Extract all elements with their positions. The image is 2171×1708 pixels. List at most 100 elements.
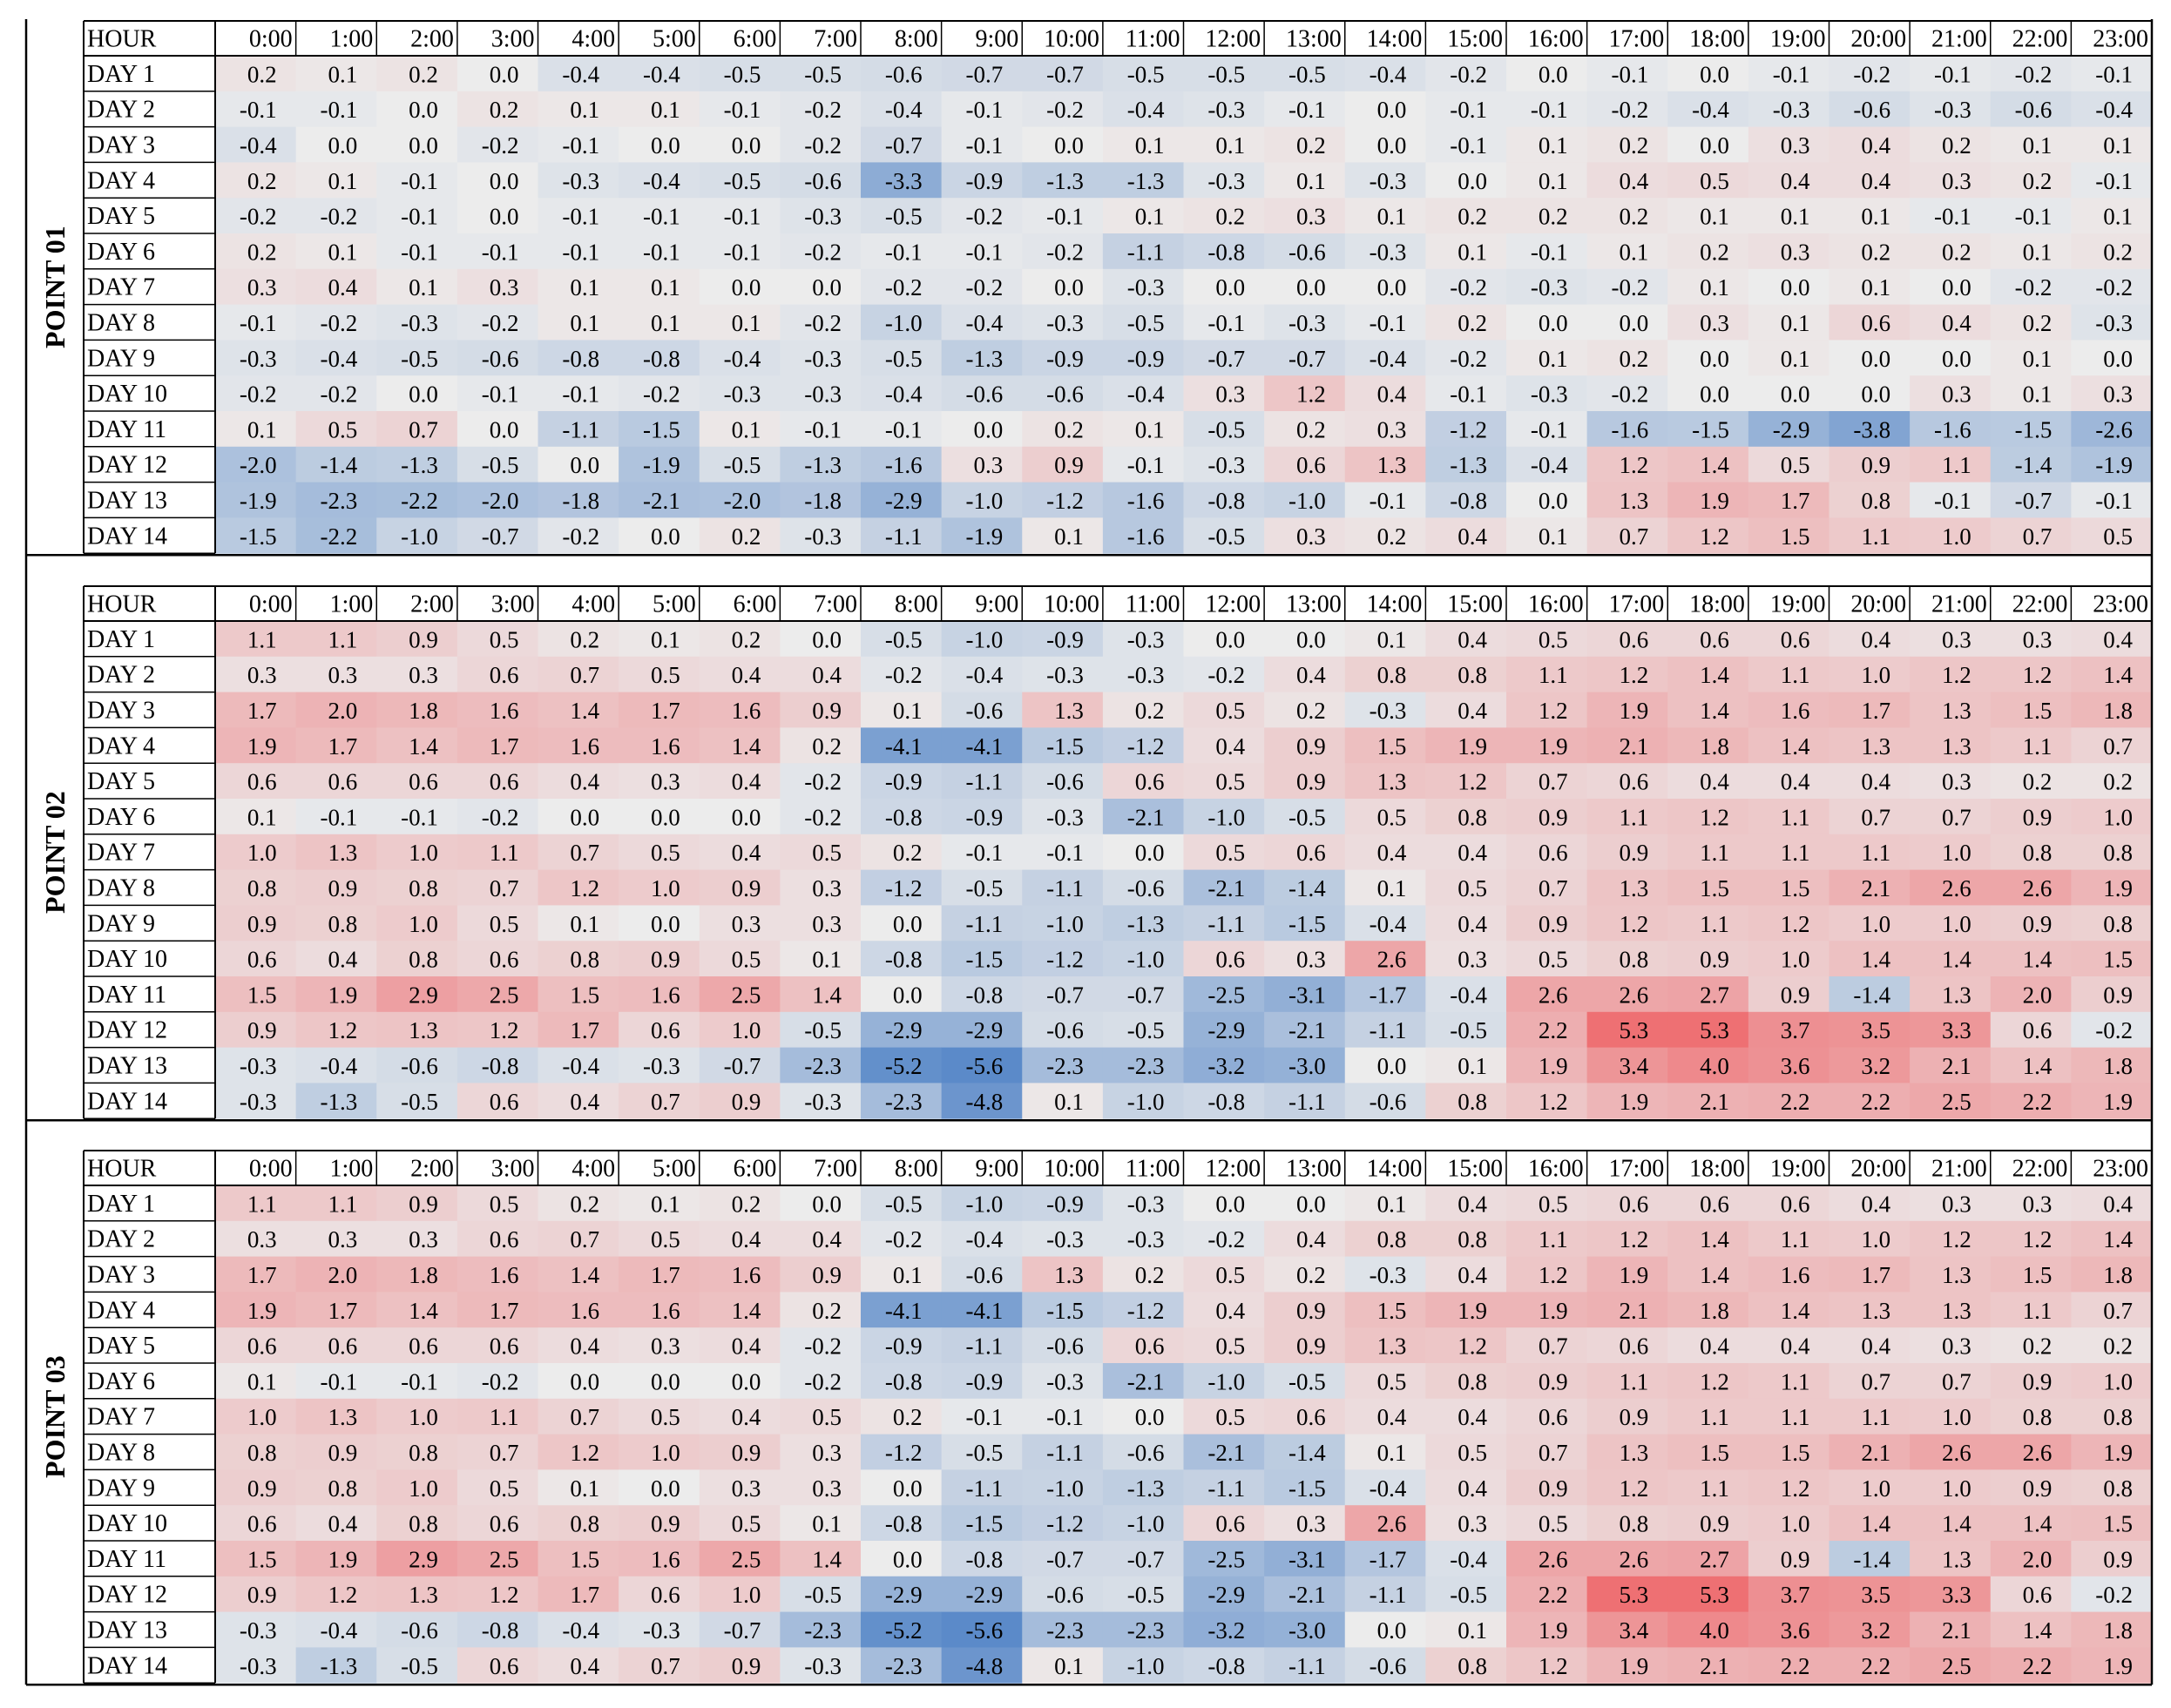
cell-value: 0.1 (651, 97, 680, 123)
hour-label: 15:00 (1447, 26, 1503, 53)
cell-value: 0.1 (247, 1368, 277, 1394)
cell-value: -0.5 (966, 875, 1004, 901)
cell-value: 1.1 (2023, 1298, 2053, 1324)
cell-value: 0.2 (893, 840, 923, 866)
cell-value: 0.1 (1135, 132, 1165, 159)
heatmap-cell (619, 126, 700, 163)
heatmap-cell (215, 1505, 297, 1542)
cell-value: -0.1 (966, 1404, 1004, 1430)
heatmap-cell (619, 1576, 700, 1613)
cell-value: 1.4 (1861, 1511, 1890, 1537)
heatmap-cell (1667, 198, 1749, 234)
cell-value: 1.9 (1539, 733, 1568, 759)
heatmap-cell (1748, 656, 1829, 693)
heatmap-cell (1264, 1292, 1346, 1328)
heatmap-cell (941, 1292, 1023, 1328)
cell-value: 0.4 (1700, 1333, 1729, 1360)
heatmap-cell (1264, 446, 1346, 483)
cell-value: 1.7 (1861, 1262, 1890, 1288)
heatmap-cell (1990, 763, 2072, 800)
heatmap-cell (1829, 340, 1911, 376)
cell-value: 0.0 (1700, 346, 1729, 372)
cell-value: 0.5 (490, 1475, 519, 1502)
cell-value: 1.1 (1861, 523, 1890, 550)
heatmap-cell (457, 446, 538, 483)
cell-value: -0.7 (1046, 982, 1084, 1008)
heatmap-cell (1910, 1505, 1992, 1542)
cell-value: 0.0 (1054, 274, 1084, 300)
heatmap-cell (1344, 1398, 1426, 1435)
hour-label: 5:00 (653, 1156, 696, 1183)
heatmap-cell (1829, 1541, 1911, 1577)
cell-value: -5.2 (885, 1053, 923, 1079)
cell-value: -0.2 (482, 310, 519, 336)
heatmap-cell (1586, 482, 1668, 518)
cell-value: 0.2 (1620, 204, 1649, 230)
cell-value: -1.0 (401, 523, 438, 550)
cell-value: 0.2 (1942, 239, 1971, 265)
cell-value: 0.9 (1620, 840, 1649, 866)
heatmap-cell (1344, 1576, 1426, 1613)
cell-value: 0.1 (893, 1262, 923, 1288)
cell-value: -0.6 (1853, 97, 1890, 123)
cell-value: 0.6 (2023, 1017, 2053, 1043)
cell-value: 0.9 (1781, 1546, 1810, 1572)
heatmap-cell (376, 126, 458, 163)
heatmap-cell (1748, 56, 1829, 92)
cell-value: -0.3 (1370, 698, 1407, 724)
heatmap-cell (1425, 1647, 1507, 1684)
hour-label: 23:00 (2093, 1156, 2148, 1183)
cell-value: 0.5 (651, 1404, 680, 1430)
cell-value: 1.7 (651, 1262, 680, 1288)
heatmap-cell (1748, 268, 1829, 306)
cell-value: 1.0 (409, 1404, 438, 1430)
hour-label: 23:00 (2093, 26, 2148, 53)
cell-value: -1.5 (2015, 416, 2053, 442)
heatmap-cell (941, 1647, 1023, 1684)
hour-label: 4:00 (571, 591, 615, 618)
heatmap-cell (941, 834, 1023, 871)
cell-value: -2.1 (643, 488, 680, 514)
heatmap-cell (1264, 869, 1346, 906)
cell-value: 1.1 (1700, 1404, 1729, 1430)
heatmap-cell (376, 1185, 458, 1222)
cell-value: 0.0 (1215, 626, 1245, 652)
cell-value: -0.3 (1046, 804, 1084, 830)
heatmap-cell (1425, 1434, 1507, 1470)
cell-value: 1.0 (1861, 1475, 1890, 1502)
heatmap-cell (861, 1011, 943, 1049)
cell-value: -3.1 (1288, 1546, 1326, 1572)
day-label: DAY 5 (87, 768, 155, 795)
cell-value: -0.7 (1288, 346, 1326, 372)
cell-value: 1.9 (1457, 1298, 1487, 1324)
cell-value: 1.0 (1781, 947, 1810, 973)
cell-value: 1.4 (1700, 698, 1729, 724)
cell-value: -0.1 (724, 204, 761, 230)
heatmap-cell (699, 834, 781, 871)
cell-value: 2.5 (490, 982, 519, 1008)
cell-value: -0.3 (1773, 97, 1810, 123)
cell-value: -0.5 (1127, 1582, 1165, 1608)
heatmap-cell (1748, 1185, 1829, 1222)
cell-value: -0.8 (885, 804, 923, 830)
heatmap-cell (538, 482, 619, 518)
cell-value: 0.0 (1377, 1617, 1407, 1644)
cell-value: 1.5 (2103, 1511, 2133, 1537)
cell-value: 1.6 (1781, 698, 1810, 724)
heatmap-cell (1264, 692, 1346, 728)
cell-value: 1.2 (1700, 1368, 1729, 1394)
cell-value: 1.2 (2023, 1226, 2053, 1252)
heatmap-cell (1748, 1541, 1829, 1577)
cell-value: 0.9 (409, 626, 438, 652)
heatmap-cell (1264, 1083, 1346, 1119)
cell-value: 1.2 (1620, 452, 1649, 478)
heatmap-cell (1264, 482, 1346, 518)
cell-value: 1.2 (2023, 662, 2053, 688)
day-label: DAY 3 (87, 132, 155, 159)
heatmap-cell (1990, 1398, 2072, 1435)
cell-value: -1.4 (1853, 982, 1890, 1008)
cell-value: 0.1 (1700, 274, 1729, 300)
heatmap-cell (1910, 869, 1992, 906)
cell-value: 0.2 (247, 239, 277, 265)
cell-value: -0.2 (1612, 381, 1649, 408)
